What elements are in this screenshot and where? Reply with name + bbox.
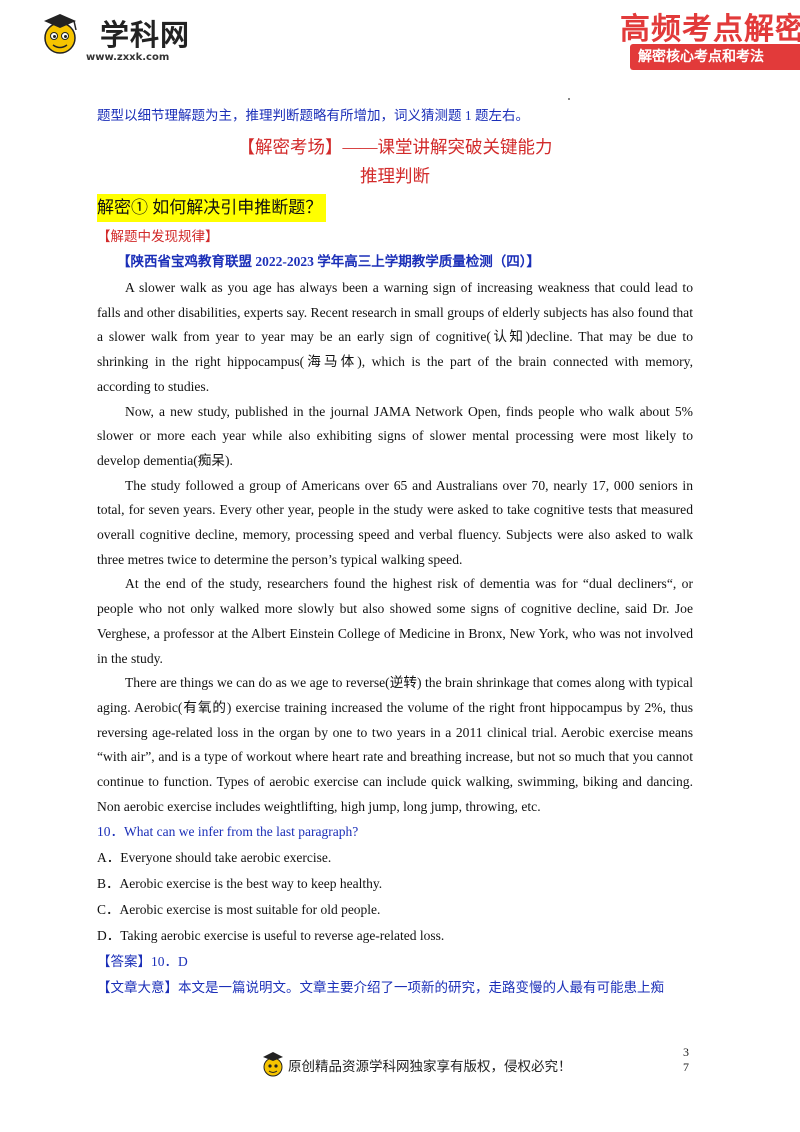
intro-text: 题型以细节理解题为主，推理判断题略有所增加，词义猜测题 1 题左右。 xyxy=(97,108,529,123)
brand-title: 高频考点解密 xyxy=(620,12,800,47)
source-line: 【陕西省宝鸡教育联盟 2022-2023 学年高三上学期教学质量检测（四）】 xyxy=(117,254,540,269)
answer-line: 【答案】10．D xyxy=(97,949,693,975)
answer-label: 【答案】 xyxy=(97,954,151,970)
passage-paragraph: There are things we can do as we age to … xyxy=(97,675,693,814)
passage-paragraph: The study followed a group of Americans … xyxy=(97,477,693,567)
summary-text: 本文是一篇说明文。文章主要介绍了一项新的研究，走路变慢的人最有可能患上痴 xyxy=(178,980,664,996)
footer-text: 原创精品资源学科网独家享有版权，侵权必究！ xyxy=(288,1059,572,1074)
passage-paragraph: A slower walk as you age has always been… xyxy=(97,280,693,394)
brand-banner: 高频考点解密 解密核心考点和考法 xyxy=(610,4,800,72)
passage-paragraph: Now, a new study, published in the journ… xyxy=(97,403,693,468)
brand-subtitle: 解密核心考点和考法 xyxy=(630,44,800,70)
xuekewang-logo: 学科网 www.zxxk.com xyxy=(38,8,218,68)
passage-paragraph: At the end of the study, researchers fou… xyxy=(97,576,693,666)
section-subtitle: 推理判断 xyxy=(360,166,430,186)
highlight-heading-row: 解密① 如何解决引申推断题？ xyxy=(97,194,693,224)
page-number: 3 7 xyxy=(683,1045,689,1075)
summary-line: 【文章大意】本文是一篇说明文。文章主要介绍了一项新的研究，走路变慢的人最有可能患… xyxy=(97,975,693,1001)
option-c: C．Aerobic exercise is most suitable for … xyxy=(97,902,381,918)
page-footer: 原创精品资源学科网独家享有版权，侵权必究！ 3 7 xyxy=(0,1045,800,1085)
answer-value: 10．D xyxy=(151,954,188,970)
document-body: 题型以细节理解题为主，推理判断题略有所增加，词义猜测题 1 题左右。 【解密考场… xyxy=(97,104,693,1001)
sub-label: 【解题中发现规律】 xyxy=(97,229,219,244)
highlight-heading: 解密① 如何解决引申推断题？ xyxy=(97,194,327,222)
option-d: D．Taking aerobic exercise is useful to r… xyxy=(97,928,445,944)
page-header: 学科网 www.zxxk.com 高频考点解密 解密核心考点和考法 xyxy=(0,0,800,80)
option-b: B．Aerobic exercise is the best way to ke… xyxy=(97,876,383,892)
stray-dot xyxy=(568,98,570,100)
logo-text: 学科网 xyxy=(100,18,191,52)
footer-mascot-icon xyxy=(263,1052,283,1077)
option-a: A．Everyone should take aerobic exercise. xyxy=(97,850,332,866)
question-stem: 10．What can we infer from the last parag… xyxy=(97,824,359,840)
mascot-icon xyxy=(44,14,77,54)
section-title: 【解密考场】——课堂讲解突破关键能力 xyxy=(237,137,553,157)
logo-url: www.zxxk.com xyxy=(86,52,170,63)
summary-label: 【文章大意】 xyxy=(97,980,178,996)
page-number-current: 3 xyxy=(683,1045,689,1059)
page-number-total: 7 xyxy=(683,1060,689,1074)
